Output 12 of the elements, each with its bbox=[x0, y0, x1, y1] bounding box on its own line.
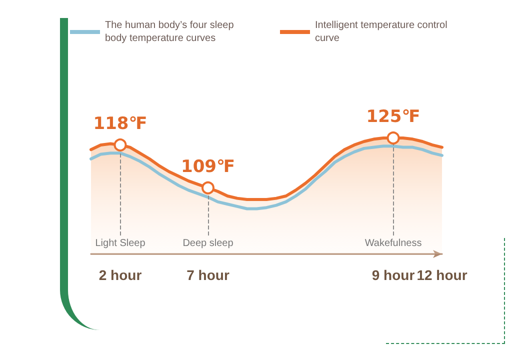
ref-line-label: Light Sleep bbox=[95, 238, 146, 249]
x-tick-label: 2 hour bbox=[98, 267, 142, 283]
legend-label: Intelligent temperature control curve bbox=[315, 20, 450, 44]
x-tick-label: 9 hour bbox=[372, 267, 416, 283]
x-tick-label: 12 hour bbox=[416, 267, 468, 283]
ref-line-label: Wakefulness bbox=[364, 238, 422, 249]
annotation: 109℉ bbox=[181, 156, 235, 177]
x-tick-label: 7 hour bbox=[186, 267, 230, 283]
annotation: 118℉ bbox=[93, 114, 148, 134]
legend-label: The human body’s four sleep body temperature curves bbox=[105, 20, 237, 44]
ref-line-label: Deep sleep bbox=[182, 238, 234, 249]
annotation: 125℉ bbox=[366, 107, 420, 127]
